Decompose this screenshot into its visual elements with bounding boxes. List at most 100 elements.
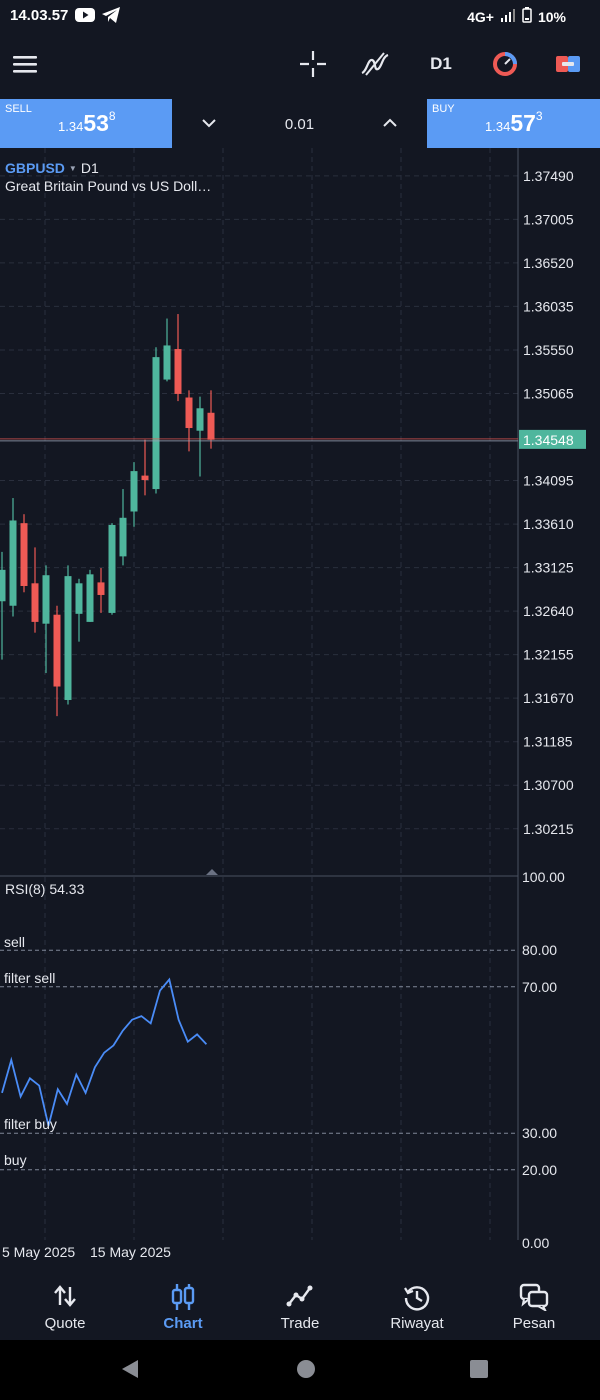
sell-button[interactable]: SELL 1.34 53 8 (0, 99, 172, 148)
messages-icon (519, 1283, 549, 1313)
symbol-selector[interactable]: GBPUSD ▼ D1 (5, 160, 99, 176)
chevron-up-icon (383, 118, 397, 127)
sell-price-prefix: 1.34 (58, 119, 84, 134)
sell-price-sup: 8 (108, 109, 116, 123)
telegram-icon (101, 6, 121, 29)
candle-body (196, 408, 204, 431)
rsi-level-label-buy: buy (4, 1152, 27, 1168)
price-axis-tick: 1.36520 (523, 255, 574, 271)
nav-trade-label: Trade (280, 1315, 320, 1332)
nav-quote-label: Quote (44, 1315, 86, 1332)
chart-type-icon (556, 56, 580, 72)
status-right: 4G+ 10% (467, 7, 566, 26)
buy-price-big: 57 (510, 110, 536, 136)
candle-body (108, 524, 116, 613)
price-axis-tick: 1.31185 (523, 734, 573, 750)
nav-quote[interactable]: Quote (5, 1270, 125, 1340)
rsi-axis-tick: 0.00 (522, 1235, 549, 1248)
rsi-level-label-filter-buy: filter buy (4, 1116, 57, 1132)
price-axis-tick: 1.31670 (523, 690, 574, 706)
rsi-axis-tick: 70.00 (522, 979, 557, 995)
buy-price-sup: 3 (535, 109, 543, 123)
crosshair-icon (300, 51, 326, 77)
rsi-level-label-filter-sell: filter sell (4, 970, 56, 986)
status-time: 14.03.57 (10, 7, 69, 24)
candle-body (75, 583, 83, 614)
caret-down-icon: ▼ (68, 163, 77, 173)
price-axis-tick: 1.36035 (523, 298, 574, 314)
indicators-icon (361, 52, 389, 76)
price-axis-tick: 1.34095 (523, 473, 574, 489)
recents-square-icon (470, 1360, 488, 1378)
volume-decrease-button[interactable] (200, 114, 218, 137)
home-button[interactable] (294, 1357, 318, 1386)
nav-chart-label: Chart (163, 1315, 203, 1332)
trade-bar: SELL 1.34 53 8 0.01 BUY 1.34 57 3 (0, 99, 600, 148)
menu-icon (13, 56, 37, 73)
signal-icon (500, 8, 516, 25)
candle-body (31, 583, 39, 622)
chart-toolbar: D1 (0, 32, 600, 98)
objects-icon (493, 52, 517, 76)
chevron-down-icon (202, 119, 216, 128)
chart-candles-icon (170, 1283, 196, 1311)
symbol-description: Great Britain Pound vs US Doll… (5, 178, 212, 194)
indicators-button[interactable] (358, 46, 392, 82)
rsi-axis-tick: 20.00 (522, 1162, 557, 1178)
buy-button[interactable]: BUY 1.34 57 3 (427, 99, 600, 148)
candle-body (86, 574, 94, 622)
sell-price: 1.34 53 8 (58, 109, 116, 137)
price-axis-tick: 1.32640 (523, 603, 574, 619)
candle-body (185, 397, 193, 429)
candle-body (42, 575, 50, 624)
price-axis-tick: 1.30215 (523, 821, 574, 837)
battery-icon (522, 7, 532, 26)
x-axis-label-2: 15 May 2025 (90, 1244, 171, 1260)
sell-price-big: 53 (83, 110, 109, 136)
candle-body (53, 614, 61, 687)
indicator-label[interactable]: RSI(8) 54.33 (5, 881, 85, 897)
back-triangle-icon (122, 1360, 138, 1378)
candle-body (130, 471, 138, 512)
candle-body (119, 517, 127, 557)
nav-history[interactable]: Riwayat (357, 1270, 477, 1340)
back-button[interactable] (118, 1357, 142, 1386)
price-axis-tick: 1.32155 (523, 647, 574, 663)
volume-control: 0.01 (172, 99, 427, 148)
volume-increase-button[interactable] (381, 114, 399, 137)
crosshair-button[interactable] (296, 46, 330, 82)
nav-messages[interactable]: Pesan (474, 1270, 594, 1340)
nav-chart[interactable]: Chart (123, 1270, 243, 1340)
objects-button[interactable] (488, 46, 522, 82)
chart-area[interactable]: 1.37490 1.37005 1.36520 1.36035 1.35550 1.350… (0, 148, 600, 1260)
youtube-icon (75, 6, 95, 29)
current-price-tag (519, 429, 586, 449)
quote-arrows-icon (52, 1283, 78, 1311)
battery-level: 10% (537, 8, 566, 25)
rsi-line (1, 977, 208, 1127)
buy-label: BUY (432, 103, 455, 115)
status-bar: 14.03.57 4G+ 10% (0, 0, 600, 32)
timeframe-label: D1 (430, 54, 452, 73)
symbol-timeframe: D1 (80, 160, 99, 176)
candle-body (163, 345, 171, 380)
candle-body (207, 412, 215, 440)
timeframe-button[interactable]: D1 (424, 46, 458, 82)
trade-line-icon (286, 1283, 314, 1311)
menu-button[interactable] (8, 46, 42, 82)
history-clock-icon (403, 1283, 431, 1311)
price-axis-tick: 1.30700 (523, 777, 574, 793)
nav-messages-label: Pesan (512, 1315, 556, 1332)
rsi-axis-tick: 80.00 (522, 942, 557, 958)
system-nav-bar (0, 1340, 600, 1400)
bottom-nav: Quote Chart Trade Riwayat Pesan (0, 1270, 600, 1340)
chart-type-button[interactable] (551, 46, 585, 82)
nav-trade[interactable]: Trade (240, 1270, 360, 1340)
volume-value[interactable]: 0.01 (284, 116, 315, 133)
sell-label: SELL (5, 103, 32, 115)
candle-body (0, 569, 6, 602)
buy-price-prefix: 1.34 (485, 119, 511, 134)
price-axis-tick: 1.35065 (523, 385, 574, 401)
recents-button[interactable] (467, 1357, 491, 1386)
chart-canvas[interactable]: 1.37490 1.37005 1.36520 1.36035 1.35550 1.350… (0, 148, 600, 1248)
